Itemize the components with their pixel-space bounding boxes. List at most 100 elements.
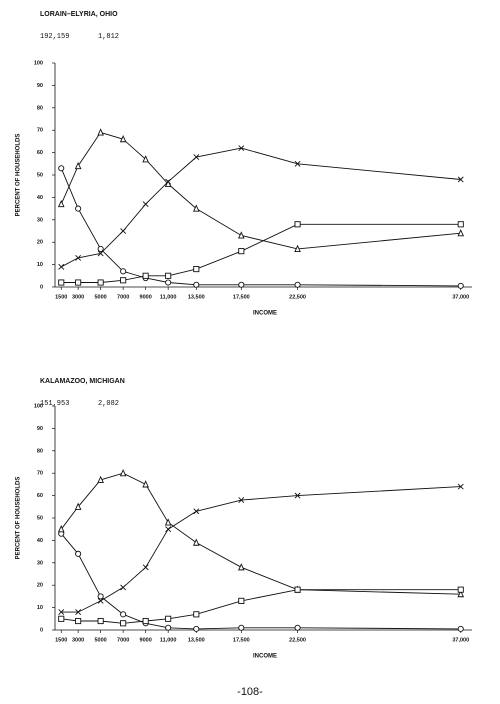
note: 2,082 — [98, 400, 119, 408]
marker-triangle — [57, 525, 65, 533]
marker-triangle — [457, 589, 465, 598]
marker-square — [238, 248, 245, 255]
x-tick-label: 3000 — [72, 637, 84, 643]
marker-cross — [120, 584, 127, 591]
marker-circle — [58, 165, 65, 172]
marker-triangle — [192, 204, 200, 212]
marker-triangle — [238, 563, 245, 571]
y-tick-label: 60 — [37, 493, 43, 499]
x-axis-label: INCOME — [253, 311, 277, 317]
marker-cross — [457, 483, 464, 490]
marker-circle — [75, 550, 82, 557]
x-tick-label: 17,500 — [233, 637, 250, 643]
marker-circle — [120, 611, 127, 618]
marker-square — [120, 277, 127, 284]
marker-cross — [165, 178, 172, 185]
y-tick-label: 90 — [37, 83, 43, 89]
page-number: -108- — [237, 686, 263, 698]
marker-triangle — [238, 231, 245, 239]
note: 1,812 — [98, 33, 119, 41]
marker-square — [294, 586, 301, 593]
y-tick-label: 10 — [37, 605, 43, 611]
x-tick-label: 9000 — [140, 637, 152, 643]
series-line — [60, 533, 461, 630]
series-line — [60, 472, 461, 595]
marker-square — [97, 279, 104, 286]
y-tick-label: 50 — [37, 515, 43, 521]
y-tick-label: 80 — [37, 448, 43, 454]
marker-cross — [75, 254, 82, 261]
marker-square — [165, 272, 172, 279]
marker-triangle — [142, 155, 149, 163]
marker-square — [142, 272, 149, 279]
marker-cross — [294, 160, 301, 167]
marker-square — [193, 611, 200, 618]
marker-circle — [165, 624, 172, 631]
marker-triangle — [457, 229, 465, 237]
y-tick-label: 50 — [37, 172, 43, 178]
x-tick-label: 7000 — [117, 294, 129, 300]
note: 151,953 — [40, 400, 69, 408]
marker-cross — [142, 564, 149, 571]
marker-triangle — [119, 134, 127, 143]
marker-circle — [120, 268, 127, 275]
marker-square — [97, 617, 104, 625]
marker-square — [238, 597, 245, 604]
note: 192,159 — [40, 33, 69, 41]
x-tick-label: 7000 — [117, 637, 129, 643]
y-tick-label: 100 — [34, 60, 43, 66]
series-line — [60, 168, 461, 287]
marker-triangle — [74, 502, 82, 510]
marker-circle — [193, 625, 200, 632]
y-tick-label: 70 — [37, 128, 43, 134]
marker-square — [58, 615, 65, 622]
marker-circle — [97, 593, 104, 600]
marker-cross — [97, 597, 104, 604]
x-tick-label: 9000 — [140, 294, 152, 300]
marker-square — [120, 620, 127, 627]
y-tick-label: 60 — [37, 150, 43, 156]
series-line — [61, 486, 461, 613]
x-tick-label: 5000 — [95, 637, 107, 643]
series-line — [61, 223, 461, 283]
marker-circle — [193, 281, 200, 288]
marker-square — [457, 221, 464, 228]
marker-cross — [193, 154, 200, 160]
y-tick-label: 40 — [37, 538, 43, 544]
x-tick-label: 37,000 — [452, 294, 469, 300]
marker-cross — [58, 263, 65, 270]
y-tick-label: 10 — [37, 262, 43, 268]
marker-cross — [294, 492, 301, 499]
x-tick-label: 13,500 — [188, 637, 205, 643]
y-axis-label: PERCENT OF HOUSEHOLDS — [16, 477, 22, 560]
x-tick-label: 13,500 — [188, 294, 205, 300]
marker-circle — [75, 205, 82, 212]
x-tick-label: 3000 — [72, 294, 84, 300]
x-tick-label: 5000 — [95, 294, 107, 300]
marker-cross — [238, 145, 245, 152]
marker-square — [294, 221, 301, 228]
marker-square — [193, 266, 200, 273]
x-tick-label: 17,500 — [233, 294, 250, 300]
y-tick-label: 20 — [37, 240, 43, 246]
marker-circle — [238, 624, 245, 631]
y-tick-label: 90 — [37, 426, 43, 432]
marker-triangle — [164, 518, 172, 526]
x-tick-label: 11,000 — [160, 637, 177, 643]
marker-cross — [165, 526, 172, 533]
marker-triangle — [192, 538, 200, 546]
y-tick-label: 30 — [37, 217, 43, 223]
marker-triangle — [57, 199, 65, 208]
marker-square — [75, 279, 82, 286]
marker-circle — [165, 279, 172, 286]
series-line — [60, 131, 461, 250]
x-tick-label: 1500 — [55, 294, 67, 300]
marker-circle — [294, 624, 301, 631]
marker-cross — [58, 609, 65, 615]
marker-triangle — [97, 128, 104, 136]
marker-circle — [457, 625, 464, 632]
marker-triangle — [164, 179, 172, 188]
marker-cross — [97, 250, 104, 257]
marker-triangle — [74, 161, 82, 170]
